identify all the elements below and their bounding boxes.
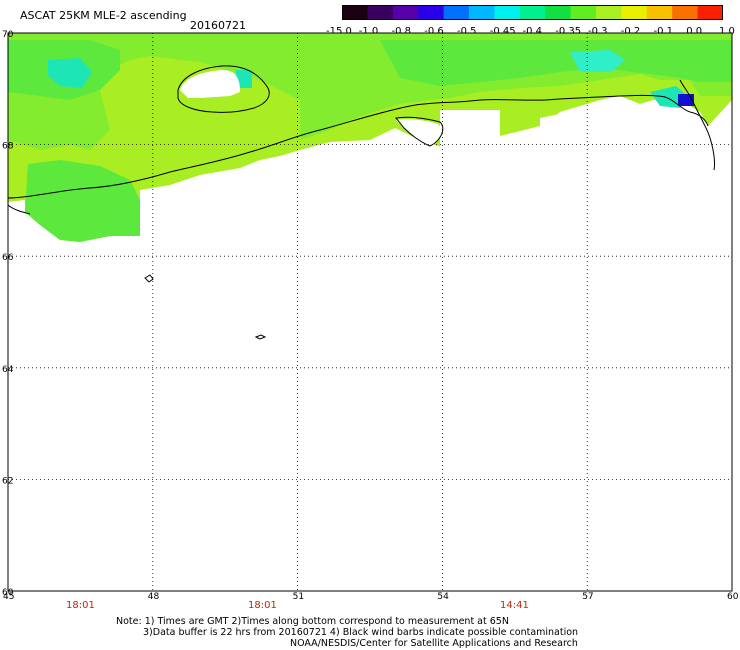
island-small-1 [144, 274, 154, 283]
field-gap-peninsula [180, 70, 240, 98]
lat-label: 62 [2, 476, 13, 486]
colorbar-label: -15.0 [326, 26, 352, 37]
lat-label: 60 [2, 588, 14, 598]
colorbar-label: -0.1 [653, 26, 674, 37]
note-line-2: 3)Data buffer is 22 hrs from 20160721 4)… [143, 627, 579, 638]
wind-data-field [8, 33, 732, 242]
colorbar-swatch [570, 5, 597, 20]
colorbar-swatch [392, 5, 419, 20]
colorbar-swatch [545, 5, 572, 20]
field-cyan-peninsula [236, 70, 252, 88]
coastline-peninsula [177, 65, 270, 113]
note-line-1: Note: 1) Times are GMT 2)Times along bot… [116, 616, 509, 627]
colorbar-swatch [519, 5, 546, 20]
field-aqua-east [570, 50, 625, 72]
colorbar-label: -1.0 [358, 26, 379, 37]
colorbar-swatch [596, 5, 622, 20]
colorbar-label: 1.0 [719, 26, 735, 37]
map-frame [7, 32, 733, 592]
colorbar-swatch [418, 5, 445, 20]
color-scale-bar [342, 5, 723, 20]
time-label-1: 18:01 [66, 600, 95, 611]
lon-label: 48 [148, 592, 160, 602]
coastline [7, 65, 715, 340]
colorbar-label: -0.4 [522, 26, 543, 37]
colorbar-label: -0.2 [620, 26, 641, 37]
lat-lon-grid [7, 32, 733, 592]
coastline-west [7, 204, 31, 215]
plot-title: ASCAT 25KM MLE-2 ascending [20, 9, 187, 22]
field-gap-coast [440, 110, 500, 150]
lon-label: 54 [437, 592, 449, 602]
colorbar-swatch [697, 5, 723, 20]
colorbar-label: -0.45 [489, 26, 516, 37]
lat-label: 64 [2, 365, 14, 375]
plot-date: 20160721 [190, 19, 246, 32]
time-label-3: 14:41 [500, 600, 529, 611]
field-cyan-west [48, 58, 92, 88]
lat-label: 66 [2, 253, 14, 263]
colorbar-swatch [469, 5, 495, 20]
field-green-south [25, 160, 140, 242]
lon-label: 45 [3, 592, 14, 602]
lat-label: 68 [2, 142, 14, 152]
colorbar-swatch [621, 5, 648, 20]
time-label-2: 18:01 [248, 600, 277, 611]
colorbar-swatch [672, 5, 699, 20]
colorbar-label: -0.3 [588, 26, 608, 37]
coastline-main [7, 94, 709, 199]
island-small-2 [254, 334, 267, 340]
field-green-east [380, 40, 732, 86]
colorbar-swatch [646, 5, 673, 20]
longitude-labels: 45 48 51 54 57 60 [3, 592, 739, 602]
coastline-inner [395, 116, 444, 147]
colorbar-swatch [367, 5, 394, 20]
colorbar-swatch [443, 5, 470, 20]
colorbar-swatch [342, 5, 368, 20]
field-gap-bay [396, 119, 441, 146]
lon-label: 51 [293, 592, 304, 602]
colorbar-label: -0.8 [391, 26, 412, 37]
latitude-labels: 70 68 66 64 62 60 [2, 30, 14, 598]
colorbar-swatch [494, 5, 521, 20]
note-line-3: NOAA/NESDIS/Center for Satellite Applica… [290, 638, 578, 649]
colorbar-label: 0.0 [686, 26, 703, 37]
colorbar-label: -0.5 [457, 26, 477, 37]
coastline-east [679, 79, 715, 171]
lat-label: 70 [2, 30, 14, 40]
color-scale-labels: -15.0 -1.0 -0.8 -0.6 -0.5 -0.45 -0.4 -0.35 -0.3 -… [0, 26, 740, 38]
lon-label: 60 [727, 592, 739, 602]
colorbar-label: -0.6 [424, 26, 444, 37]
colorbar-border [342, 5, 723, 20]
field-gap-east [540, 106, 732, 165]
colorbar-label: -0.35 [555, 26, 582, 37]
lon-label: 57 [582, 592, 593, 602]
